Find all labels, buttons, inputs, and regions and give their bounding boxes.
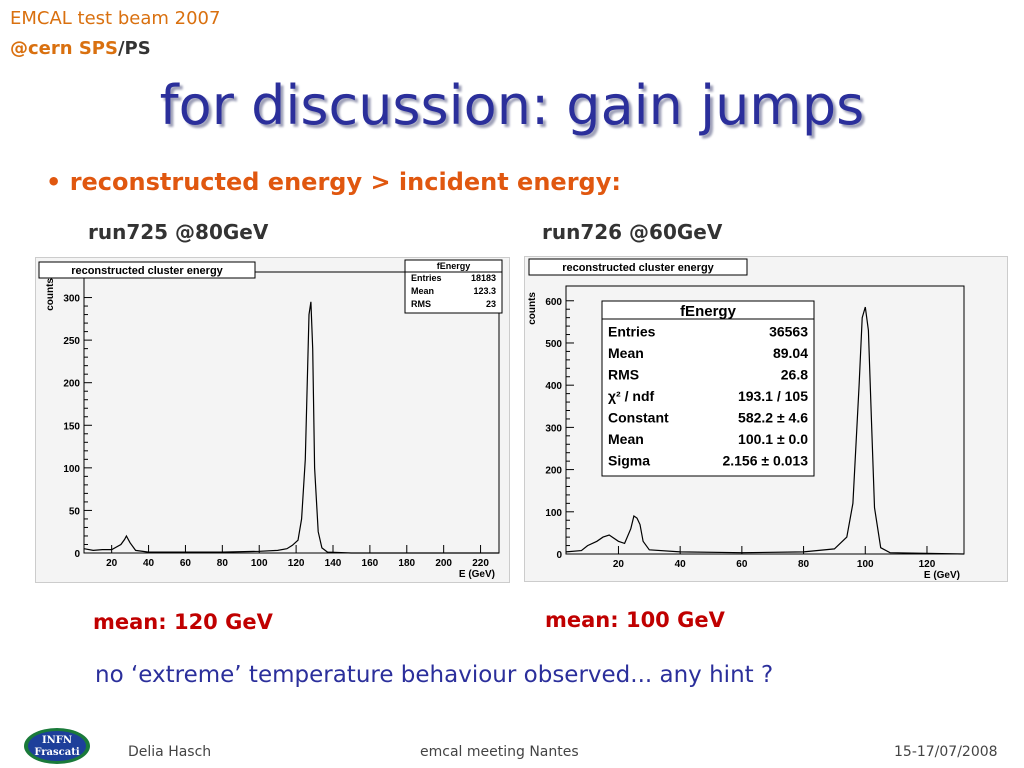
x-tick-label: 160 — [362, 558, 379, 569]
y-tick-label: 300 — [63, 294, 80, 305]
stats-row-label: Sigma — [608, 453, 650, 469]
x-tick-label: 40 — [675, 559, 687, 570]
header-line1: EMCAL test beam 2007 — [10, 8, 221, 29]
plot-title: reconstructed cluster energy — [562, 262, 714, 274]
y-tick-label: 500 — [545, 339, 562, 350]
stats-row-value: 23 — [486, 299, 496, 309]
x-tick-label: 60 — [180, 558, 192, 569]
x-tick-label: 80 — [798, 559, 810, 570]
run-label-726: run726 @60GeV — [542, 220, 723, 244]
histogram-run725: reconstructed cluster energy 0 50 100 150 200… — [35, 257, 510, 583]
y-tick-label: 250 — [63, 336, 80, 347]
plot-area — [83, 271, 500, 554]
x-axis-label: E (GeV) — [924, 570, 960, 581]
stats-row-value: 123.3 — [473, 286, 496, 296]
x-tick-label: 140 — [325, 558, 342, 569]
y-tick-label: 200 — [63, 379, 80, 390]
stats-row-value: 18183 — [471, 273, 496, 283]
stats-row-value: 100.1 ± 0.0 — [738, 431, 808, 447]
mean-label-725: mean: 120 GeV — [93, 610, 273, 634]
stats-row-label: RMS — [411, 299, 431, 309]
y-tick-label: 200 — [545, 466, 562, 477]
x-tick-label: 40 — [143, 558, 155, 569]
histogram-run726: reconstructed cluster energy 0 100 200 300 40… — [524, 256, 1008, 582]
y-tick-label: 300 — [545, 423, 562, 434]
x-tick-label: 80 — [217, 558, 229, 569]
y-tick-label: 100 — [63, 464, 80, 475]
footer-meeting: emcal meeting Nantes — [420, 744, 579, 760]
y-tick-label: 400 — [545, 381, 562, 392]
x-tick-label: 60 — [736, 559, 748, 570]
stats-row-value: 26.8 — [781, 367, 808, 383]
x-tick-label: 100 — [857, 559, 874, 570]
footer-author: Delia Hasch — [128, 744, 212, 760]
x-axis-label: E (GeV) — [459, 569, 495, 580]
stats-box — [601, 300, 815, 477]
stats-row-value: 193.1 / 105 — [738, 388, 808, 404]
stats-row-label: Mean — [411, 286, 434, 296]
stats-title: fEnergy — [437, 261, 471, 271]
stats-row-label: Entries — [608, 324, 656, 340]
stats-title: fEnergy — [680, 303, 737, 320]
stats-box — [404, 259, 503, 314]
plot-title: reconstructed cluster energy — [71, 265, 223, 277]
stats-row-label: Constant — [608, 410, 669, 426]
y-tick-label: 600 — [545, 297, 562, 308]
plot-title-box — [528, 258, 748, 276]
header-line2-a: @cern SPS — [10, 38, 118, 59]
y-tick-label: 0 — [556, 550, 562, 561]
y-tick-label: 100 — [545, 508, 562, 519]
x-tick-label: 120 — [288, 558, 305, 569]
svg-text:INFN: INFN — [42, 735, 72, 746]
header-line2-b: /PS — [117, 38, 151, 59]
plot-title-box — [38, 261, 256, 279]
y-tick-label: 0 — [74, 549, 80, 560]
note-text: no ‘extreme’ temperature behaviour obser… — [95, 662, 774, 688]
x-tick-label: 100 — [251, 558, 268, 569]
stats-row-label: RMS — [608, 367, 639, 383]
svg-text:Frascati: Frascati — [34, 747, 79, 758]
y-tick-label: 50 — [69, 506, 81, 517]
x-tick-label: 200 — [435, 558, 452, 569]
bullet-text: • reconstructed energy > incident energy… — [46, 168, 621, 196]
y-axis-label: counts — [527, 292, 538, 325]
footer-date: 15-17/07/2008 — [894, 744, 998, 760]
histogram-line — [565, 306, 965, 555]
infn-logo: INFN Frascati — [24, 728, 90, 764]
stats-row-label: Mean — [608, 431, 644, 447]
histogram-line — [83, 301, 499, 554]
stats-row-value: 582.2 ± 4.6 — [738, 410, 808, 426]
stats-row-label: Entries — [411, 273, 442, 283]
run-label-725: run725 @80GeV — [88, 220, 269, 244]
x-tick-label: 20 — [613, 559, 625, 570]
stats-row-value: 2.156 ± 0.013 — [722, 453, 808, 469]
slide-title: for discussion: gain jumps — [159, 74, 865, 137]
y-axis-label: counts — [45, 278, 56, 311]
x-tick-label: 180 — [398, 558, 415, 569]
y-tick-label: 150 — [63, 421, 80, 432]
header-line2: @cern SPS/PS — [10, 38, 151, 59]
mean-label-726: mean: 100 GeV — [545, 608, 725, 632]
stats-row-label: χ² / ndf — [608, 388, 654, 404]
stats-row-value: 36563 — [769, 324, 808, 340]
stats-row-value: 89.04 — [773, 345, 808, 361]
x-tick-label: 120 — [919, 559, 936, 570]
stats-row-label: Mean — [608, 345, 644, 361]
x-tick-label: 220 — [472, 558, 489, 569]
x-tick-label: 20 — [106, 558, 118, 569]
